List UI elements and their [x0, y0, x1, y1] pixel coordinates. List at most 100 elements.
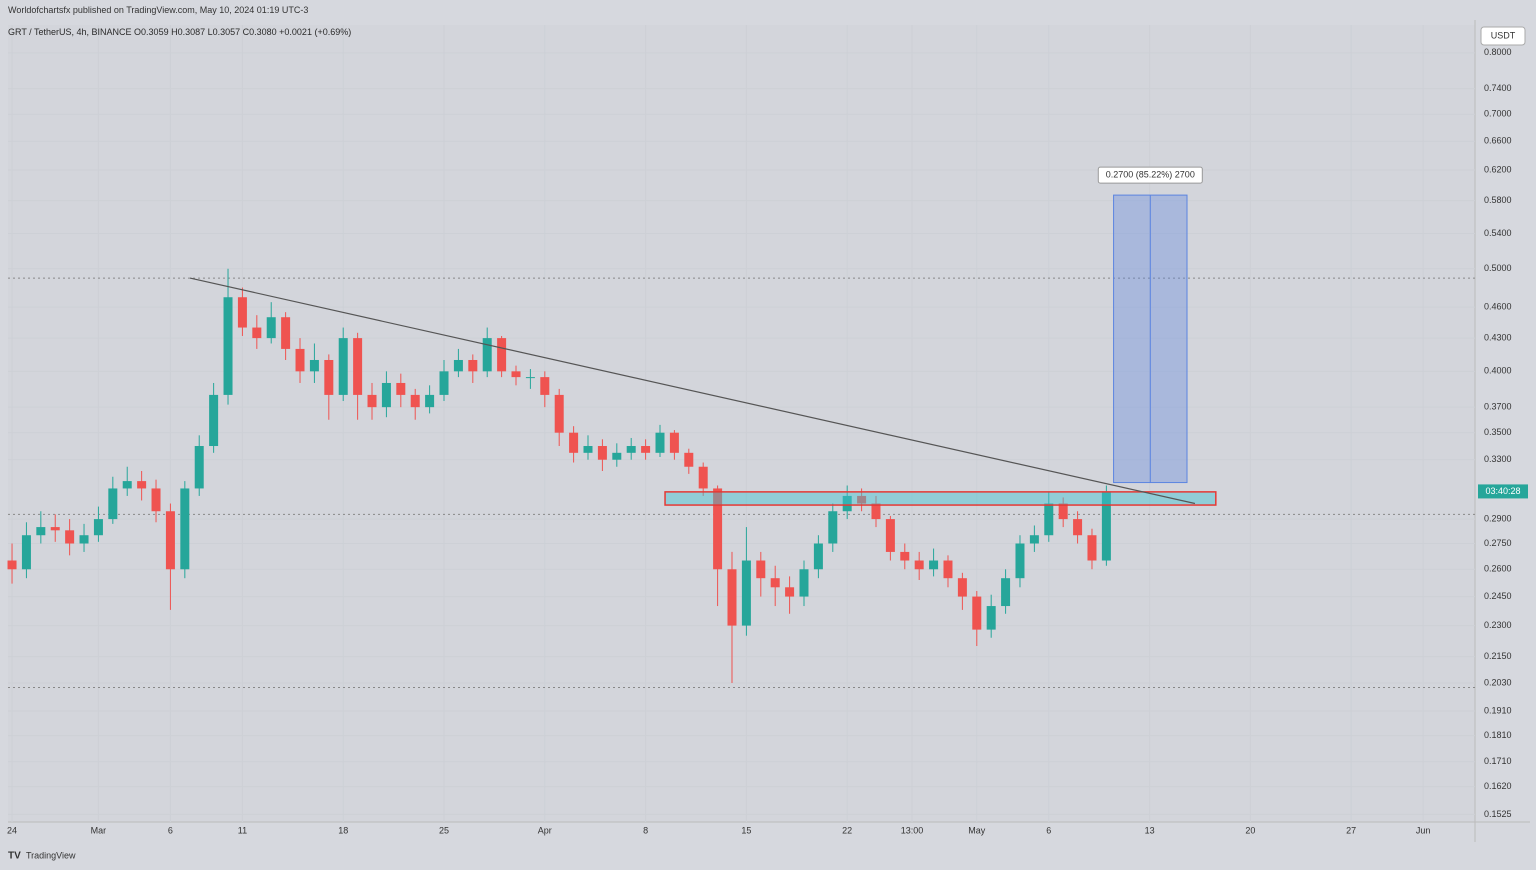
x-tick-label: 24	[7, 825, 17, 835]
candle-body	[756, 560, 766, 579]
candle-body	[669, 432, 679, 453]
x-tick-label: Mar	[91, 825, 107, 835]
price-tag	[1478, 484, 1528, 499]
y-tick-label: 0.4600	[1484, 301, 1512, 311]
candle-body	[1058, 503, 1068, 520]
candle-body	[468, 359, 478, 372]
publisher: Worldofchartsfx published on TradingView…	[8, 5, 309, 15]
candle-body	[151, 488, 161, 512]
x-tick-label: 6	[168, 825, 173, 835]
y-tick-label: 0.2450	[1484, 591, 1512, 601]
x-tick-label: 15	[741, 825, 751, 835]
candle-body	[641, 446, 651, 453]
candle-body	[828, 511, 838, 544]
y-tick-label: 0.2600	[1484, 564, 1512, 574]
candle-body	[180, 488, 190, 570]
candle-body	[21, 535, 31, 570]
candle-body	[439, 371, 449, 395]
candle-body	[842, 495, 852, 512]
y-tick-label: 0.3700	[1484, 402, 1512, 412]
y-tick-label: 0.5000	[1484, 263, 1512, 273]
candle-body	[914, 560, 924, 570]
x-tick-label: Apr	[538, 825, 552, 835]
candle-body	[137, 481, 147, 489]
candle-body	[511, 371, 521, 378]
candle-body	[237, 297, 247, 328]
candle-body	[929, 560, 939, 570]
x-tick-label: 20	[1245, 825, 1255, 835]
x-tick-label: 8	[643, 825, 648, 835]
candle-body	[425, 394, 435, 408]
x-tick-label: 11	[238, 825, 247, 835]
candle-body	[1101, 491, 1111, 561]
candle-body	[194, 446, 204, 489]
candle-body	[309, 359, 319, 372]
candle-body	[1015, 543, 1025, 579]
x-tick-label: 18	[338, 825, 348, 835]
currency-box[interactable]	[1480, 26, 1526, 46]
candle-body	[698, 466, 708, 489]
candle-body	[165, 511, 175, 570]
candle-body	[885, 519, 895, 552]
y-tick-label: 0.2300	[1484, 620, 1512, 630]
candle-body	[79, 535, 89, 544]
candle-body	[1044, 503, 1054, 536]
candle-body	[770, 578, 780, 588]
y-tick-label: 0.4300	[1484, 332, 1512, 342]
y-tick-label: 0.6600	[1484, 136, 1512, 146]
candle-body	[713, 488, 723, 570]
y-tick-label: 0.1620	[1484, 781, 1512, 791]
candle-body	[252, 327, 262, 339]
candle-body	[93, 519, 103, 536]
y-tick-label: 0.1710	[1484, 756, 1512, 766]
candle-body	[209, 394, 219, 447]
y-tick-label: 0.2030	[1484, 677, 1512, 687]
candle-body	[900, 551, 910, 561]
candle-body	[497, 338, 507, 372]
y-tick-label: 0.4000	[1484, 366, 1512, 376]
candle-body	[597, 446, 607, 460]
x-tick-label: May	[968, 825, 986, 835]
candle-body	[223, 297, 233, 395]
candle-body	[65, 530, 75, 544]
logo: TV	[8, 851, 21, 862]
candle-body	[655, 432, 665, 453]
candle-body	[1087, 535, 1097, 561]
y-tick-label: 0.3300	[1484, 454, 1512, 464]
candle-body	[554, 394, 564, 433]
candle-body	[36, 527, 46, 536]
brand: TradingView	[26, 850, 76, 860]
trendline	[189, 277, 1196, 505]
event-icon[interactable]	[1098, 802, 1114, 818]
candle-body	[281, 317, 291, 349]
candle-body	[453, 359, 463, 372]
plot-area	[8, 25, 1475, 822]
measure-label: 0.2700 (85.22%) 2700	[1106, 169, 1195, 179]
x-tick-label: 22	[842, 825, 852, 835]
candle-body	[295, 348, 305, 372]
y-tick-label: 0.5800	[1484, 195, 1512, 205]
candle-body	[583, 446, 593, 453]
y-tick-label: 0.2750	[1484, 538, 1512, 548]
countdown: 03:40:28	[1485, 486, 1520, 496]
candle-body	[367, 394, 377, 408]
measure-label-box	[1097, 166, 1203, 184]
x-tick-label: 13:00	[901, 825, 924, 835]
candle-body	[986, 606, 996, 630]
y-tick-label: 0.1910	[1484, 705, 1512, 715]
x-tick-label: 6	[1046, 825, 1051, 835]
candle-body	[626, 446, 636, 453]
candle-body	[943, 560, 953, 579]
x-tick-label: 13	[1145, 825, 1155, 835]
y-tick-label: 0.8000	[1484, 47, 1512, 57]
candle-body	[871, 503, 881, 520]
candle-body	[324, 359, 334, 395]
candle-body	[122, 481, 132, 489]
symbol-line: GRT / TetherUS, 4h, BINANCE O0.3059 H0.3…	[8, 27, 352, 37]
y-tick-label: 0.6200	[1484, 164, 1512, 174]
candle-body	[1029, 535, 1039, 544]
candle-body	[266, 317, 276, 339]
